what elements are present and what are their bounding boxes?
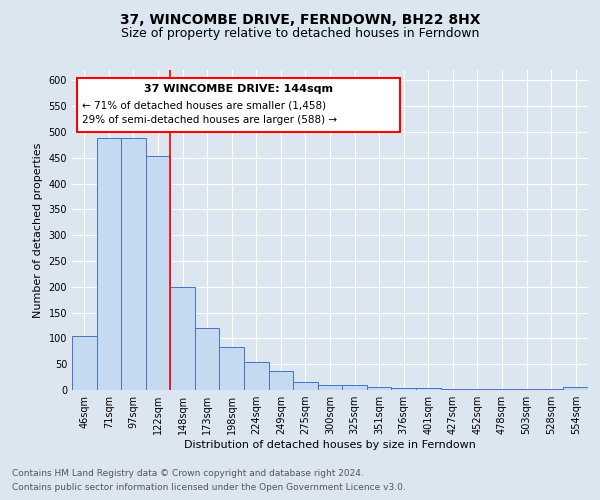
Bar: [391, 388, 416, 390]
Bar: [72, 336, 97, 390]
Bar: [195, 328, 220, 390]
Bar: [465, 389, 490, 390]
Text: Contains HM Land Registry data © Crown copyright and database right 2024.: Contains HM Land Registry data © Crown c…: [12, 468, 364, 477]
Text: ← 71% of detached houses are smaller (1,458): ← 71% of detached houses are smaller (1,…: [82, 100, 326, 110]
Bar: [170, 287, 195, 390]
Bar: [416, 388, 440, 390]
Bar: [342, 385, 367, 390]
Bar: [563, 388, 588, 390]
Text: 37, WINCOMBE DRIVE, FERNDOWN, BH22 8HX: 37, WINCOMBE DRIVE, FERNDOWN, BH22 8HX: [120, 12, 480, 26]
Bar: [244, 362, 269, 390]
Text: 29% of semi-detached houses are larger (588) →: 29% of semi-detached houses are larger (…: [82, 115, 337, 125]
Bar: [146, 156, 170, 390]
FancyBboxPatch shape: [77, 78, 400, 132]
Bar: [318, 385, 342, 390]
Y-axis label: Number of detached properties: Number of detached properties: [33, 142, 43, 318]
Bar: [269, 371, 293, 390]
Bar: [293, 382, 318, 390]
Bar: [220, 347, 244, 390]
Text: 37 WINCOMBE DRIVE: 144sqm: 37 WINCOMBE DRIVE: 144sqm: [144, 84, 333, 94]
Text: Contains public sector information licensed under the Open Government Licence v3: Contains public sector information licen…: [12, 484, 406, 492]
Text: Size of property relative to detached houses in Ferndown: Size of property relative to detached ho…: [121, 28, 479, 40]
Bar: [367, 388, 391, 390]
Bar: [97, 138, 121, 390]
X-axis label: Distribution of detached houses by size in Ferndown: Distribution of detached houses by size …: [184, 440, 476, 450]
Bar: [121, 138, 146, 390]
Bar: [440, 389, 465, 390]
